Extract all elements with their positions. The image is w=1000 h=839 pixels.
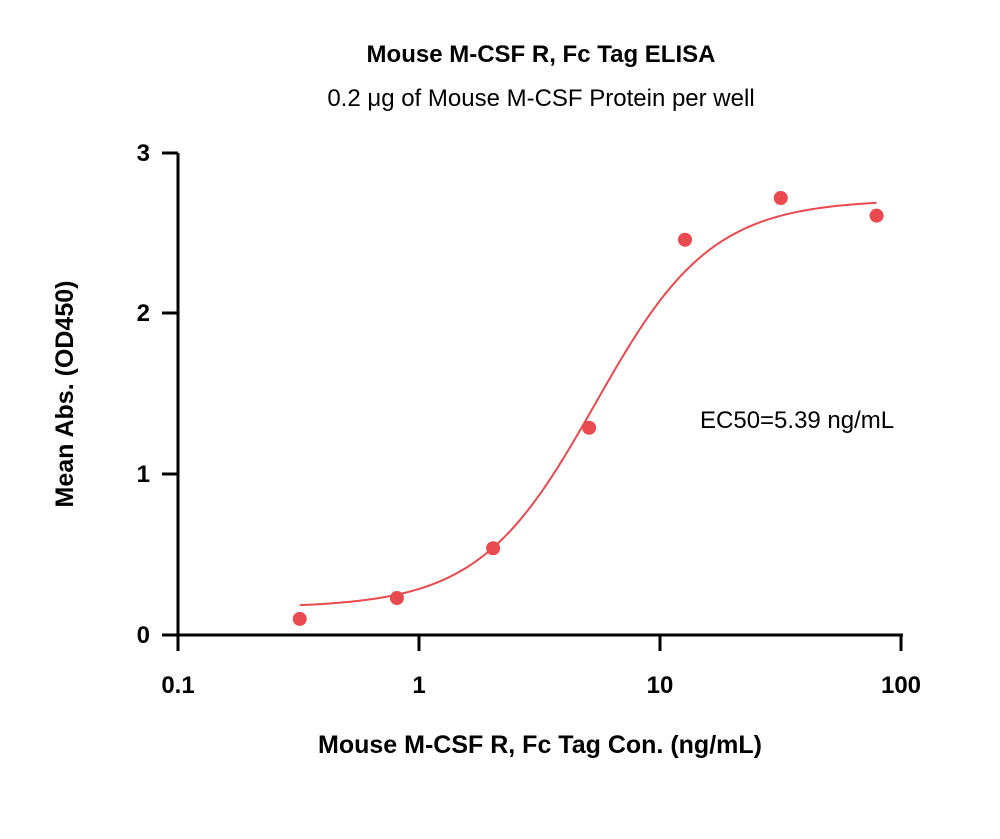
fit-curve bbox=[299, 201, 877, 607]
x-tick-label: 0.1 bbox=[161, 672, 194, 699]
y-tick-label: 1 bbox=[137, 461, 150, 488]
y-axis-title: Mean Abs. (OD450) bbox=[51, 281, 79, 508]
y-tick-label: 0 bbox=[137, 622, 150, 649]
y-tick-label: 2 bbox=[137, 300, 150, 327]
y-tick-labels: 0 1 2 3 bbox=[137, 140, 150, 649]
x-tick-label: 1 bbox=[412, 672, 425, 699]
data-point bbox=[389, 591, 404, 606]
data-point bbox=[486, 541, 501, 556]
data-points bbox=[292, 190, 884, 626]
ec50-annotation: EC50=5.39 ng/mL bbox=[700, 407, 894, 434]
chart-title: Mouse M-CSF R, Fc Tag ELISA bbox=[367, 41, 716, 68]
plot-area bbox=[292, 190, 884, 626]
y-axis-ticks bbox=[162, 151, 178, 637]
chart-subtitle: 0.2 μg of Mouse M-CSF Protein per well bbox=[327, 85, 754, 112]
x-tick-labels: 0.1 1 10 100 bbox=[161, 672, 921, 699]
x-tick-label: 100 bbox=[881, 672, 921, 699]
data-point bbox=[678, 232, 693, 247]
data-point bbox=[773, 190, 788, 205]
x-axis-title: Mouse M-CSF R, Fc Tag Con. (ng/mL) bbox=[318, 731, 762, 759]
data-point bbox=[292, 611, 307, 626]
data-point bbox=[869, 208, 884, 223]
y-tick-label: 3 bbox=[137, 140, 150, 167]
x-tick-label: 10 bbox=[647, 672, 674, 699]
x-axis-ticks bbox=[176, 635, 903, 651]
data-point bbox=[582, 420, 597, 435]
